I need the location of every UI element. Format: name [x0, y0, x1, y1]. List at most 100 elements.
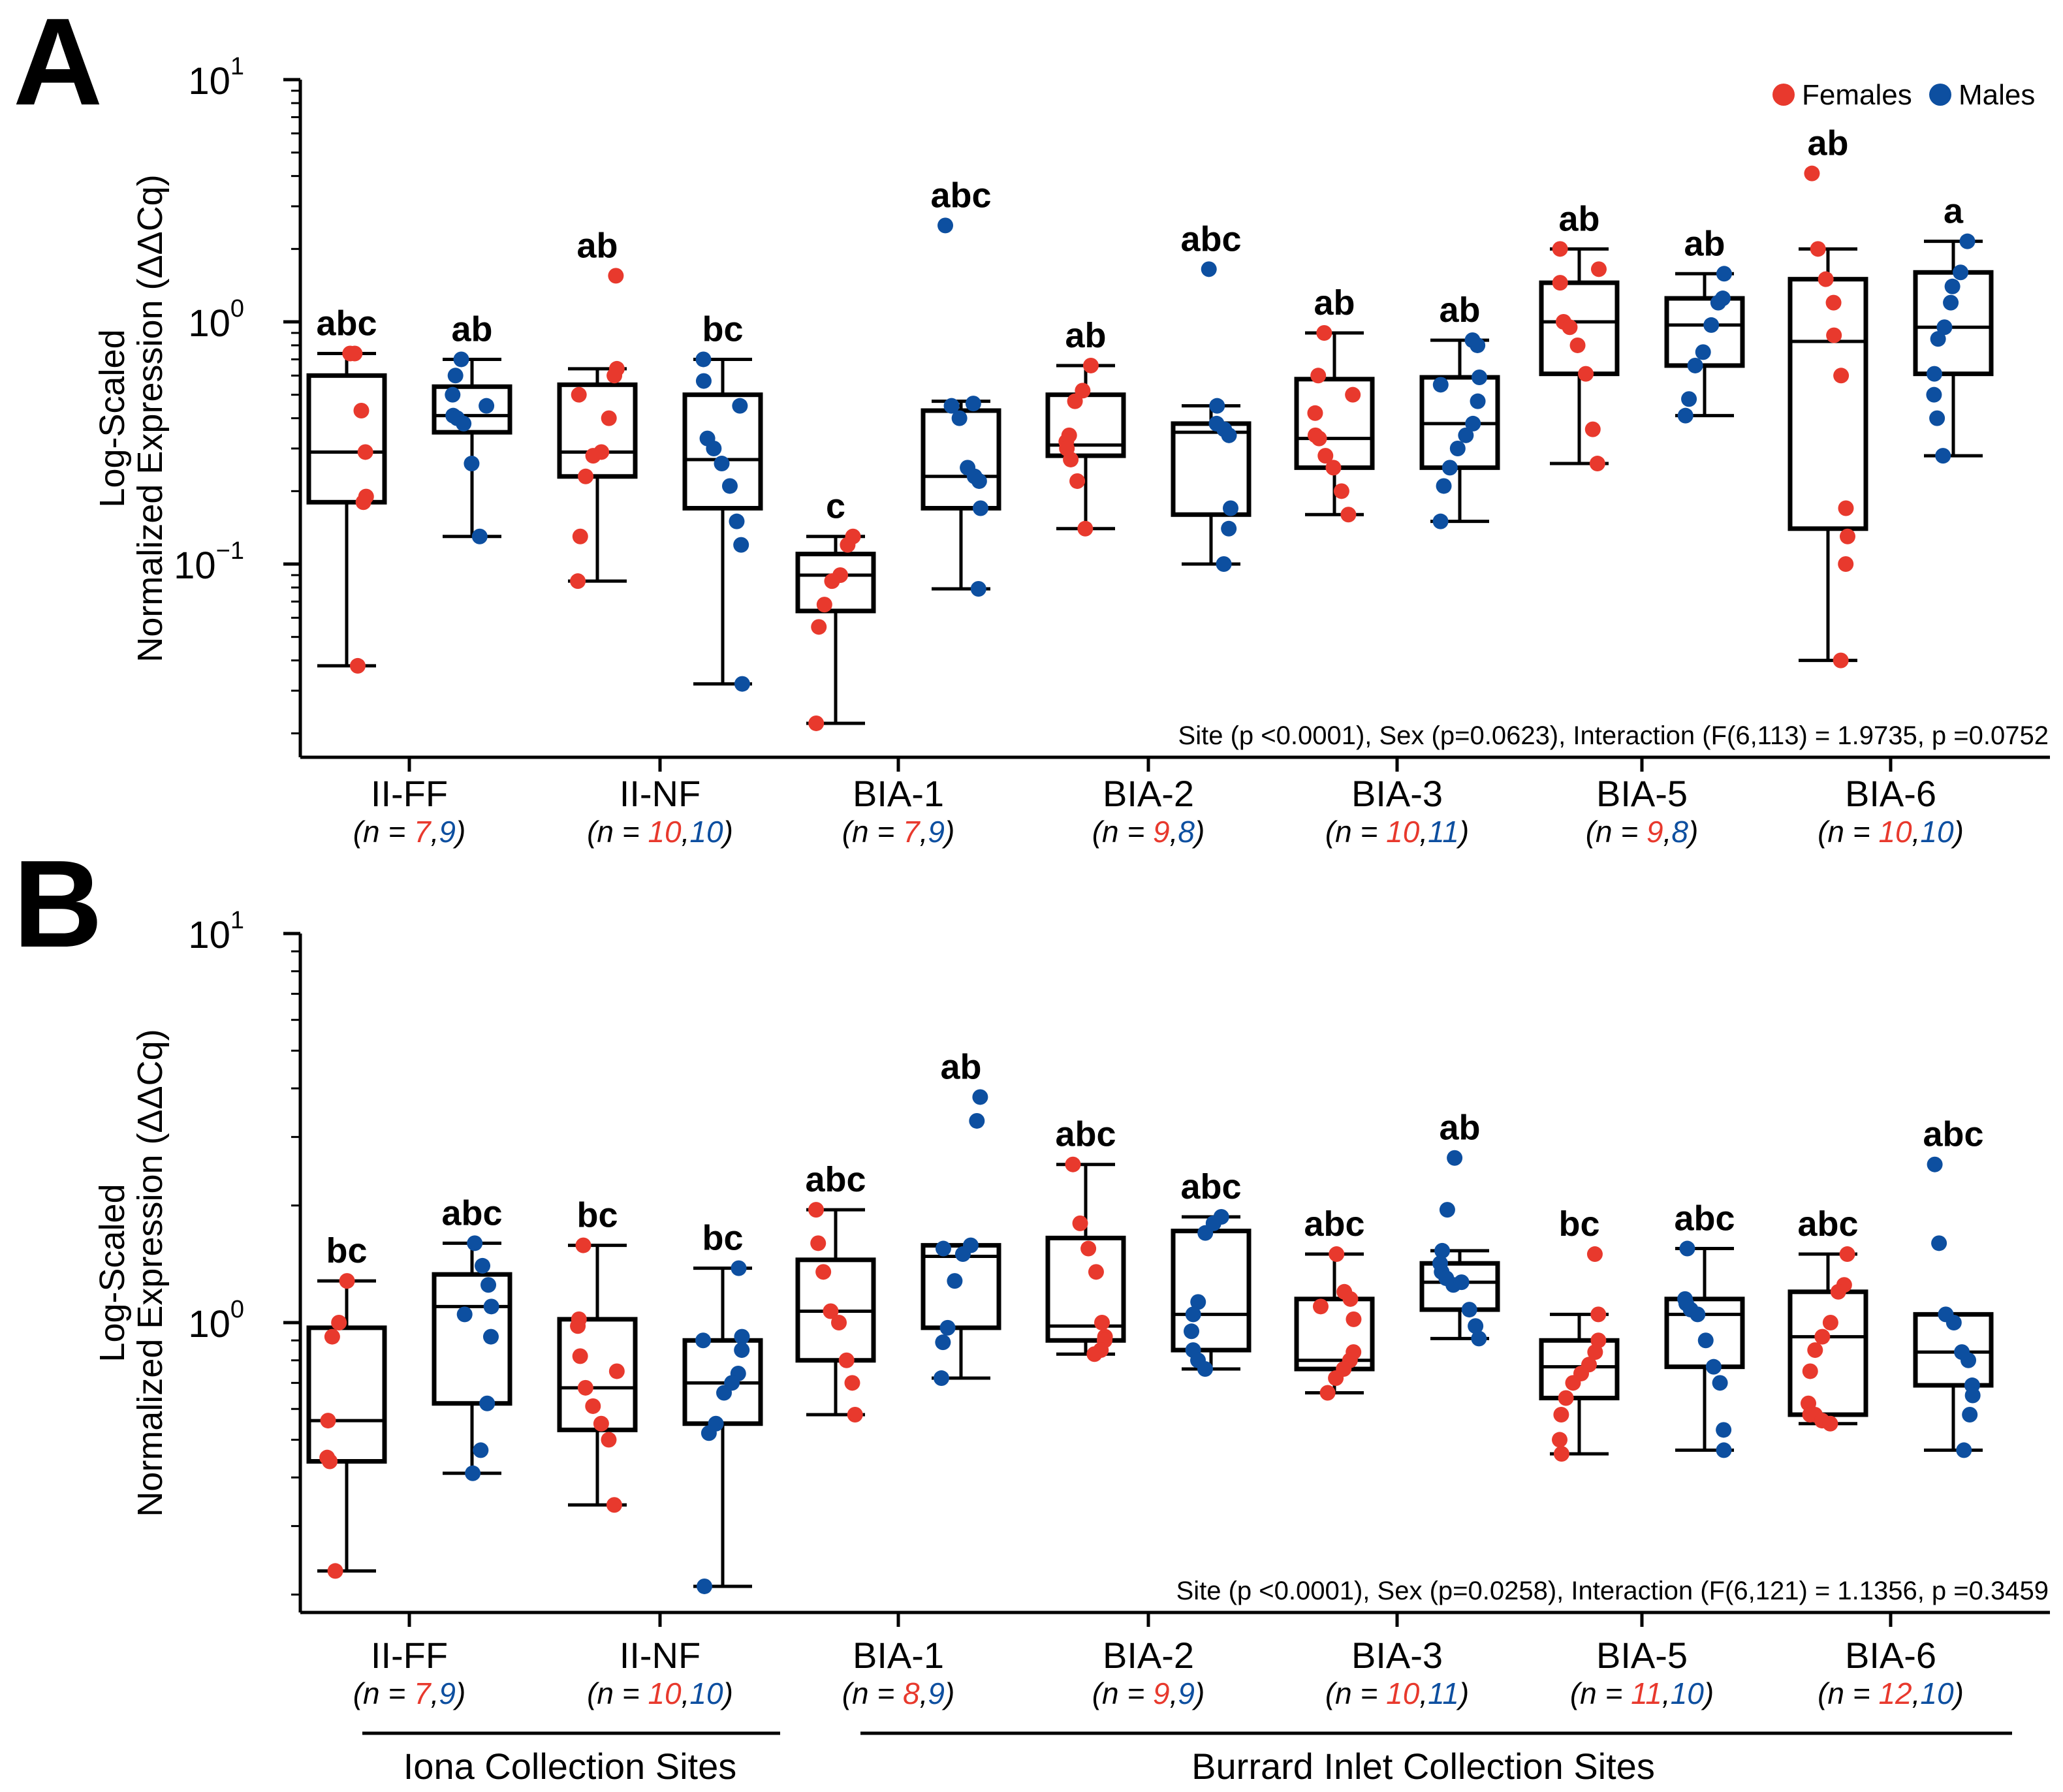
- data-point: [1936, 319, 1953, 336]
- n-label: (n = 8,9): [842, 1676, 955, 1710]
- data-point: [479, 1395, 496, 1411]
- n-label: (n = 12,10): [1818, 1676, 1964, 1710]
- significance-letter: ab: [940, 1047, 981, 1086]
- data-point: [815, 1264, 832, 1280]
- male-box-group: abc: [1171, 219, 1252, 572]
- female-box-group: ab: [557, 226, 638, 589]
- x-category-label: II-FF: [371, 773, 448, 814]
- x-category-label: BIA-3: [1351, 1635, 1443, 1676]
- data-point: [970, 580, 986, 597]
- x-category-label: BIA-1: [853, 1635, 944, 1676]
- significance-letter: abc: [1055, 1115, 1116, 1154]
- data-point: [701, 1425, 717, 1441]
- iqr-box: [557, 382, 638, 479]
- data-point: [1094, 1315, 1110, 1330]
- data-point: [734, 1342, 750, 1359]
- iqr-box: [1294, 1297, 1375, 1372]
- significance-letter: a: [1944, 192, 1964, 231]
- significance-letter: abc: [930, 176, 991, 215]
- data-point: [572, 528, 588, 544]
- data-point: [1825, 294, 1842, 311]
- y-axis-label: Log-ScaledNormalized Expression (ΔΔCq): [93, 1029, 170, 1517]
- data-point: [593, 1415, 609, 1432]
- data-point: [695, 1332, 712, 1349]
- y-tick-label: 101: [188, 907, 244, 956]
- male-box-group: abc: [921, 176, 1001, 597]
- data-point: [1222, 500, 1238, 516]
- data-point: [808, 715, 825, 731]
- data-point: [1221, 427, 1237, 443]
- female-box-group: abc: [306, 304, 387, 674]
- data-point: [1587, 1344, 1603, 1360]
- data-point: [1432, 513, 1449, 529]
- significance-letter: abc: [1180, 219, 1241, 259]
- data-point: [1340, 507, 1357, 523]
- data-point: [1716, 266, 1732, 282]
- legend-male-marker: [1929, 84, 1951, 106]
- data-point: [608, 1363, 625, 1379]
- data-point: [1328, 1370, 1344, 1387]
- significance-letter: ab: [1439, 291, 1480, 330]
- significance-letter: abc: [1304, 1204, 1364, 1244]
- x-category-label: BIA-5: [1596, 773, 1688, 814]
- data-point: [456, 415, 472, 432]
- data-point: [697, 1578, 713, 1594]
- data-point: [1681, 391, 1697, 407]
- male-box-group: ab: [432, 309, 512, 544]
- data-point: [1342, 1291, 1359, 1307]
- data-point: [732, 398, 748, 414]
- data-point: [1312, 1298, 1329, 1315]
- iqr-box: [432, 384, 512, 435]
- data-point: [473, 1442, 489, 1458]
- data-point: [464, 456, 480, 472]
- data-point: [1552, 1432, 1568, 1448]
- data-point: [1209, 398, 1225, 414]
- iqr-box: [1294, 377, 1375, 470]
- data-point: [1461, 1302, 1477, 1318]
- iqr-box: [921, 1243, 1001, 1330]
- data-point: [1839, 1246, 1855, 1263]
- data-point: [935, 1240, 951, 1257]
- data-point: [1712, 1375, 1728, 1391]
- stats-annotation: Site (p <0.0001), Sex (p=0.0623), Intera…: [1178, 721, 2049, 750]
- data-point: [1441, 460, 1458, 476]
- data-point: [1962, 1406, 1978, 1423]
- x-category-label: BIA-6: [1845, 773, 1936, 814]
- data-point: [1470, 337, 1486, 353]
- data-point: [1956, 1442, 1972, 1458]
- data-point: [608, 268, 624, 284]
- data-point: [572, 1348, 588, 1364]
- y-tick-label: 10−1: [174, 537, 244, 587]
- data-point: [1316, 324, 1332, 341]
- data-point: [1190, 1294, 1206, 1310]
- female-box-group: c: [795, 487, 876, 731]
- data-point: [577, 1379, 593, 1396]
- data-point: [951, 410, 968, 426]
- data-point: [1931, 1235, 1947, 1251]
- data-point: [1216, 556, 1232, 572]
- significance-letter: bc: [326, 1231, 367, 1270]
- iqr-box: [1664, 1297, 1745, 1370]
- significance-letter: ab: [451, 309, 492, 349]
- data-point: [716, 1385, 732, 1401]
- data-point: [1077, 520, 1094, 537]
- data-point: [969, 1112, 985, 1129]
- data-point: [1067, 393, 1083, 409]
- n-label: (n = 10,11): [1325, 815, 1469, 849]
- data-point: [456, 1306, 473, 1323]
- data-point: [1926, 366, 1942, 382]
- data-point: [1590, 261, 1607, 277]
- data-point: [349, 657, 366, 674]
- data-point: [1944, 278, 1961, 294]
- data-point: [327, 1563, 343, 1579]
- female-box-group: bc: [1539, 1204, 1620, 1462]
- x-category-label: BIA-2: [1103, 1635, 1194, 1676]
- stats-annotation: Site (p <0.0001), Sex (p=0.0258), Intera…: [1176, 1577, 2049, 1605]
- x-category-label: II-FF: [371, 1635, 448, 1676]
- data-point: [465, 1465, 481, 1481]
- data-point: [1221, 520, 1237, 537]
- data-point: [1565, 1375, 1581, 1391]
- x-category-label: BIA-1: [853, 773, 944, 814]
- x-category-label: II-NF: [620, 1635, 701, 1676]
- data-point: [1319, 1385, 1336, 1401]
